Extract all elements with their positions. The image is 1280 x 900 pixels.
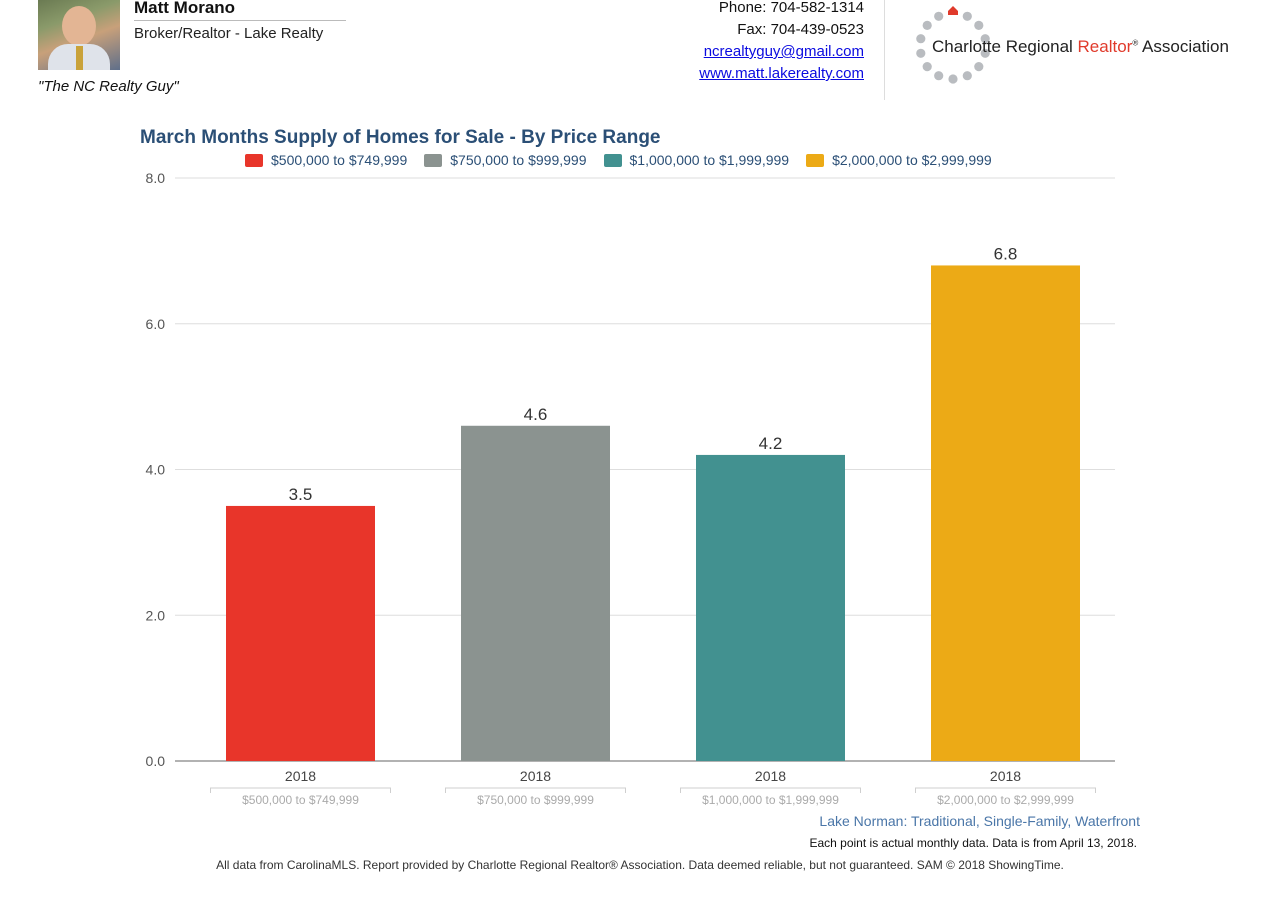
- logo-dot: [916, 48, 926, 58]
- group-bracket: [445, 787, 626, 793]
- y-tick-label: 0.0: [146, 753, 166, 769]
- legend-label: $1,000,000 to $1,999,999: [629, 152, 790, 168]
- header-divider: [884, 0, 885, 100]
- contact-block: Phone: 704-582-1314 Fax: 704-439-0523 nc…: [699, 0, 864, 85]
- logo-dot: [934, 71, 944, 81]
- legend-item: $750,000 to $999,999: [424, 152, 587, 168]
- group-bracket: [680, 787, 861, 793]
- agent-photo-face: [62, 6, 96, 46]
- x-tick-label: 2018: [520, 768, 551, 784]
- y-tick-label: 8.0: [146, 170, 166, 186]
- legend-label: $750,000 to $999,999: [450, 152, 587, 168]
- group-bracket: [915, 787, 1096, 793]
- data-note: Each point is actual monthly data. Data …: [809, 836, 1137, 850]
- data-label: 4.2: [759, 434, 783, 453]
- legend-item: $1,000,000 to $1,999,999: [603, 152, 790, 168]
- logo-dot: [962, 71, 972, 81]
- contact-website-link[interactable]: www.matt.lakerealty.com: [699, 65, 864, 82]
- logo-dot: [916, 34, 926, 44]
- y-tick-label: 4.0: [146, 462, 166, 478]
- y-tick-label: 2.0: [146, 607, 166, 623]
- logo-dot: [922, 20, 932, 30]
- logo-dot: [922, 62, 932, 72]
- legend-swatch: [806, 153, 825, 167]
- association-logo-icon: [916, 6, 990, 84]
- legend-swatch: [245, 153, 263, 167]
- bar: [461, 425, 610, 761]
- x-tick-label: 2018: [755, 768, 786, 784]
- group-label: $750,000 to $999,999: [477, 793, 594, 807]
- bar: [696, 454, 845, 761]
- legend-label: $500,000 to $749,999: [271, 152, 408, 168]
- chart-subtitle: Lake Norman: Traditional, Single-Family,…: [819, 813, 1140, 829]
- data-label: 3.5: [289, 485, 313, 504]
- group-label: $2,000,000 to $2,999,999: [937, 793, 1074, 807]
- y-tick-label: 6.0: [146, 316, 166, 332]
- bar: [226, 505, 375, 761]
- house-icon: [948, 6, 958, 15]
- legend-swatch: [603, 153, 622, 167]
- chart-title: March Months Supply of Homes for Sale - …: [140, 127, 661, 148]
- legend-swatch: [424, 153, 443, 167]
- logo-dot: [980, 48, 990, 58]
- agent-title: Broker/Realtor - Lake Realty: [134, 25, 324, 42]
- logo-dot: [948, 74, 958, 84]
- association-name-part3: Association: [1138, 37, 1229, 56]
- group-bracket: [210, 787, 391, 793]
- agent-name: Matt Morano: [134, 0, 236, 17]
- logo-dot: [934, 11, 944, 21]
- agent-name-divider: [134, 20, 346, 21]
- legend-item: $500,000 to $749,999: [245, 152, 407, 168]
- agent-photo-tie: [76, 46, 83, 70]
- association-name-realtor: Realtor: [1077, 37, 1133, 56]
- logo-dot: [962, 11, 972, 21]
- bar: [931, 265, 1080, 761]
- contact-phone: Phone: 704-582-1314: [718, 0, 864, 16]
- data-label: 4.6: [524, 405, 548, 424]
- association-name-mark: ®: [1132, 38, 1139, 48]
- association-name-part1: Charlotte Regional: [932, 37, 1078, 56]
- legend-label: $2,000,000 to $2,999,999: [832, 152, 992, 168]
- logo-dot: [974, 62, 984, 72]
- group-label: $500,000 to $749,999: [242, 793, 359, 807]
- x-tick-label: 2018: [285, 768, 316, 784]
- agent-tagline: "The NC Realty Guy": [38, 78, 179, 95]
- data-label: 6.8: [994, 244, 1018, 263]
- group-label: $1,000,000 to $1,999,999: [702, 793, 839, 807]
- association-logo-name: Charlotte Regional Realtor® Association: [932, 37, 1229, 57]
- chart-legend: $500,000 to $749,999 $750,000 to $999,99…: [245, 152, 1009, 168]
- logo-dot: [974, 20, 984, 30]
- legend-item: $2,000,000 to $2,999,999: [806, 152, 992, 168]
- contact-email-link[interactable]: ncrealtyguy@gmail.com: [703, 43, 864, 60]
- report-footer: All data from CarolinaMLS. Report provid…: [216, 858, 1064, 872]
- x-tick-label: 2018: [990, 768, 1021, 784]
- logo-dot: [980, 34, 990, 44]
- contact-fax: Fax: 704-439-0523: [737, 21, 864, 38]
- agent-photo: [38, 0, 120, 70]
